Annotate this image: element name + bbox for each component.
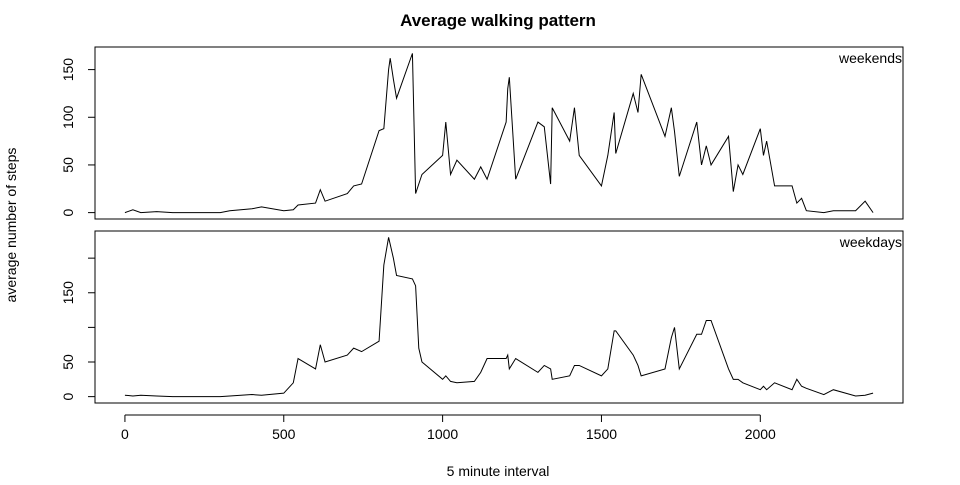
y-tick-label: 50 [60, 354, 76, 370]
y-tick-label: 150 [60, 58, 76, 82]
y-tick-label: 0 [60, 393, 76, 401]
x-tick-label: 0 [121, 426, 129, 442]
data-line [124, 237, 874, 398]
y-tick-label: 0 [60, 209, 76, 217]
panel-label: weekends [838, 50, 902, 66]
y-axis-label: average number of steps [3, 148, 19, 303]
panel-frame [94, 230, 904, 404]
y-tick-label: 150 [60, 281, 76, 305]
x-tick-label: 500 [272, 426, 296, 442]
x-tick-label: 1500 [586, 426, 617, 442]
x-tick-label: 2000 [745, 426, 776, 442]
panel-frame [94, 46, 904, 220]
y-tick-label: 50 [60, 157, 76, 173]
data-line [124, 53, 874, 214]
panel-label: weekdays [839, 234, 902, 250]
x-axis-label: 5 minute interval [447, 463, 550, 479]
y-tick-label: 100 [60, 105, 76, 129]
x-tick-label: 1000 [427, 426, 458, 442]
chart-title: Average walking pattern [400, 11, 596, 30]
